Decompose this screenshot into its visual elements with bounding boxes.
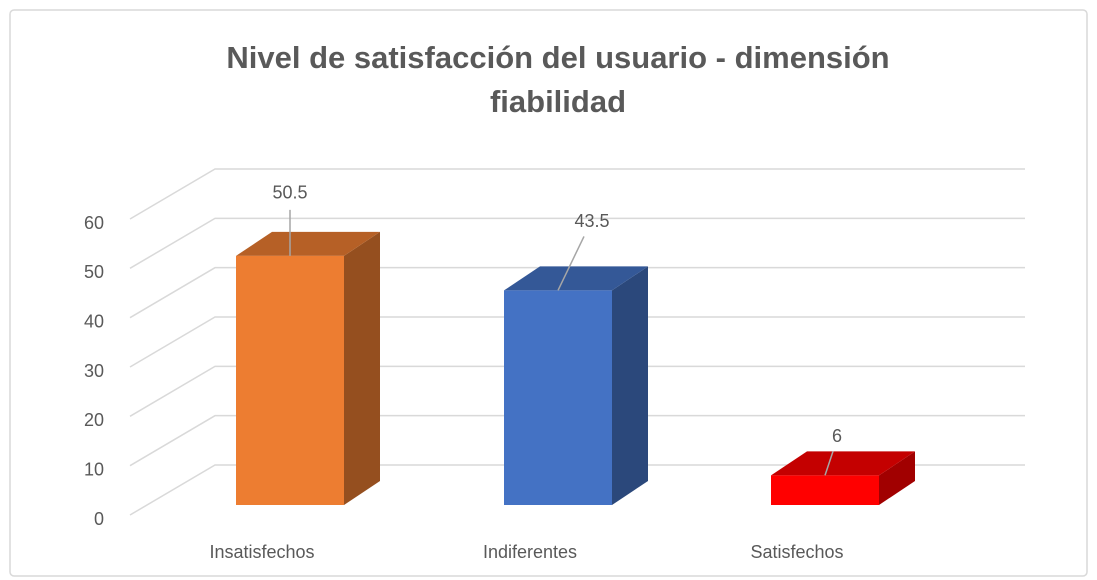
leader-line — [824, 451, 834, 476]
x-tick-label: Insatisfechos — [209, 542, 314, 562]
grid-line — [129, 266, 1025, 319]
grid-line — [129, 365, 1025, 417]
y-tick-label: 20 — [84, 410, 104, 430]
data-label: 50.5 — [272, 183, 307, 203]
y-tick-label: 40 — [84, 311, 104, 331]
grid-line — [129, 464, 1025, 516]
bar-top — [771, 451, 915, 476]
y-tick-label: 10 — [84, 459, 104, 479]
grid-line — [129, 168, 1025, 220]
bar-side — [879, 451, 915, 505]
bar-side — [344, 231, 380, 505]
x-tick-label: Satisfechos — [750, 542, 843, 562]
y-tick-label: 50 — [84, 262, 104, 282]
bar-top — [504, 266, 648, 291]
grid-line — [129, 316, 1025, 368]
y-tick-label: 60 — [84, 213, 104, 233]
leader-line — [557, 236, 585, 291]
bar-top — [236, 231, 380, 256]
data-label: 6 — [832, 426, 842, 446]
bar — [236, 255, 344, 505]
bar-side — [612, 266, 648, 505]
grid-line — [129, 414, 1025, 467]
chart-title: Nivel de satisfacción del usuario - dime… — [226, 40, 890, 119]
data-label: 43.5 — [574, 211, 609, 231]
x-tick-label: Indiferentes — [483, 542, 577, 562]
bar — [504, 290, 612, 505]
bar — [771, 475, 879, 505]
y-tick-label: 0 — [94, 509, 104, 529]
grid-line — [129, 217, 1025, 269]
y-tick-label: 30 — [84, 361, 104, 381]
